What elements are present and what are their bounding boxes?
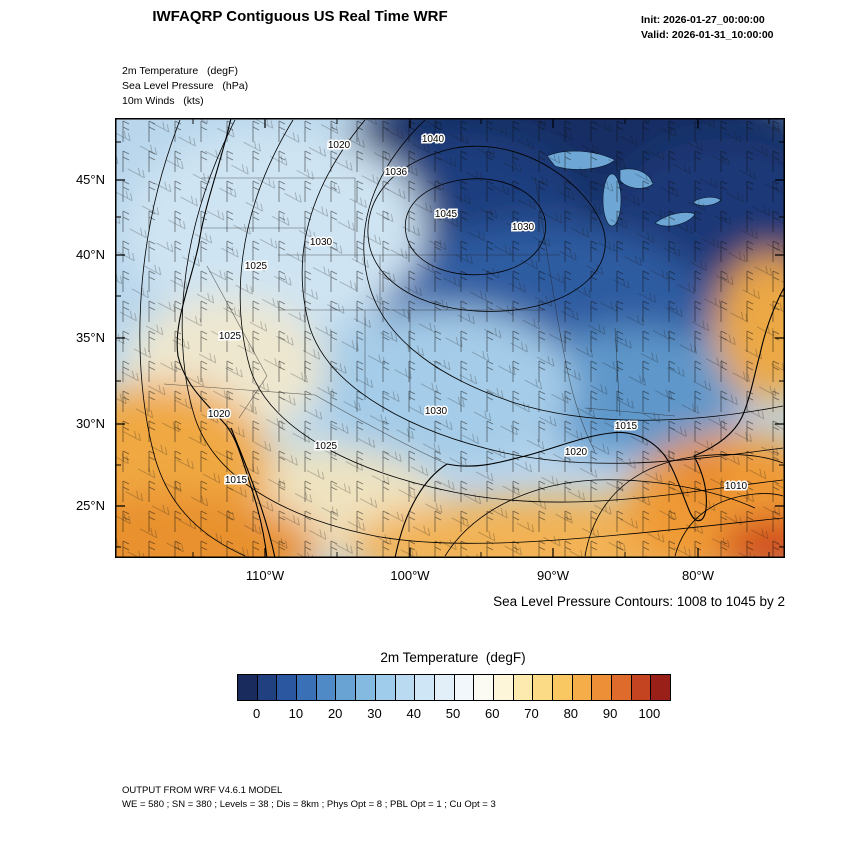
pressure-label: 1015 <box>225 475 248 486</box>
pressure-label: 1040 <box>422 134 445 145</box>
colorbar-cell <box>297 675 317 700</box>
pressure-label: 1020 <box>565 447 588 458</box>
colorbar-cell <box>257 675 278 700</box>
colorbar-tick: 60 <box>485 706 500 721</box>
colorbar-cell <box>493 675 514 700</box>
field-label: Sea Level Pressure (hPa) <box>122 80 249 93</box>
colorbar-cell <box>533 675 553 700</box>
colorbar-tick-labels: 0 10 20 30 40 50 60 70 80 90 100 <box>237 706 669 724</box>
pressure-labels-layer: 1020 1040 1036 1045 1030 1030 1025 1025 1020 1030… <box>206 133 749 494</box>
field-list: 2m Temperature (degF) Sea Level Pressure … <box>122 64 248 110</box>
lat-label: 30°N <box>75 416 105 431</box>
pressure-label: 1025 <box>315 441 338 452</box>
colorbar-tick: 70 <box>524 706 539 721</box>
lat-label: 35°N <box>75 330 105 345</box>
colorbar-cell <box>553 675 573 700</box>
lat-label: 25°N <box>75 498 105 513</box>
init-time: Init: 2026-01-27_00:00:00 <box>641 14 765 26</box>
colorbar-cell <box>631 675 652 700</box>
colorbar-cell <box>415 675 435 700</box>
valid-time: Valid: 2026-01-31_10:00:00 <box>641 28 774 41</box>
pressure-label: 1015 <box>615 421 638 432</box>
colorbar-cell <box>454 675 475 700</box>
colorbar-tick: 50 <box>445 706 461 721</box>
model-footer: OUTPUT FROM WRF V4.6.1 MODEL WE = 580 ; … <box>122 784 496 813</box>
map-area: 45°N 40°N 35°N 30°N 25°N 110°W 100°W 90°W 80°W <box>76 118 785 583</box>
map-frame <box>115 118 785 558</box>
colorbar-cell <box>612 675 632 700</box>
pressure-label: 1025 <box>245 261 268 272</box>
lon-label: 110°W <box>245 568 285 583</box>
weather-map: 1020 1040 1036 1045 1030 1030 1025 1025 1020 1030… <box>115 118 785 558</box>
colorbar-title: 2m Temperature (degF) <box>380 650 526 665</box>
lat-label: 45°N <box>75 172 105 187</box>
colorbar-tick: 30 <box>367 706 382 721</box>
pressure-label: 1020 <box>208 409 231 420</box>
field-label: 10m Winds (kts) <box>122 95 204 108</box>
colorbar-tick: 20 <box>327 706 343 721</box>
colorbar-cell <box>395 675 416 700</box>
colorbar-tick: 100 <box>638 706 661 721</box>
model-config: WE = 580 ; SN = 380 ; Levels = 38 ; Dis … <box>122 799 496 811</box>
lon-label: 100°W <box>390 568 430 583</box>
colorbar-tick: 80 <box>563 706 579 721</box>
lon-label: 80°W <box>682 568 714 583</box>
colorbar-cell <box>316 675 337 700</box>
colorbar-cell <box>513 675 534 700</box>
pressure-label: 1025 <box>219 331 242 342</box>
colorbar-tick: 10 <box>288 706 304 721</box>
wind-barbs-layer-2 <box>115 118 785 558</box>
pressure-label: 1010 <box>725 481 748 492</box>
colorbar-cell <box>572 675 593 700</box>
colorbar-cell <box>474 675 494 700</box>
pressure-label: 1020 <box>328 140 351 151</box>
colorbar-cell <box>375 675 396 700</box>
pressure-label: 1030 <box>512 222 535 233</box>
colorbar-tick: 90 <box>602 706 618 721</box>
colorbar-cell <box>434 675 455 700</box>
colorbar-tick: 0 <box>253 706 261 721</box>
field-label: 2m Temperature (degF) <box>122 65 238 77</box>
model-version: OUTPUT FROM WRF V4.6.1 MODEL <box>122 785 283 796</box>
axis-ticks <box>115 118 785 558</box>
pressure-label: 1036 <box>385 167 408 178</box>
colorbar-cell <box>592 675 613 700</box>
pressure-label: 1030 <box>310 237 333 248</box>
pressure-label: 1030 <box>425 406 448 417</box>
colorbar-cell <box>238 675 258 700</box>
colorbar-cell <box>336 675 357 700</box>
lon-label: 90°W <box>537 568 569 583</box>
colorbar-cell <box>356 675 376 700</box>
run-times: Init: 2026-01-27_00:00:00 Valid: 2026-01… <box>641 13 774 42</box>
lat-label: 40°N <box>75 247 105 262</box>
page-title: IWFAQRP Contiguous US Real Time WRF <box>152 8 448 25</box>
colorbar-cell <box>277 675 298 700</box>
colorbar <box>237 674 671 701</box>
colorbar-tick: 40 <box>406 706 421 721</box>
colorbar-cell <box>651 675 671 700</box>
contour-caption: Sea Level Pressure Contours: 1008 to 104… <box>493 594 785 609</box>
pressure-label: 1045 <box>435 209 458 220</box>
